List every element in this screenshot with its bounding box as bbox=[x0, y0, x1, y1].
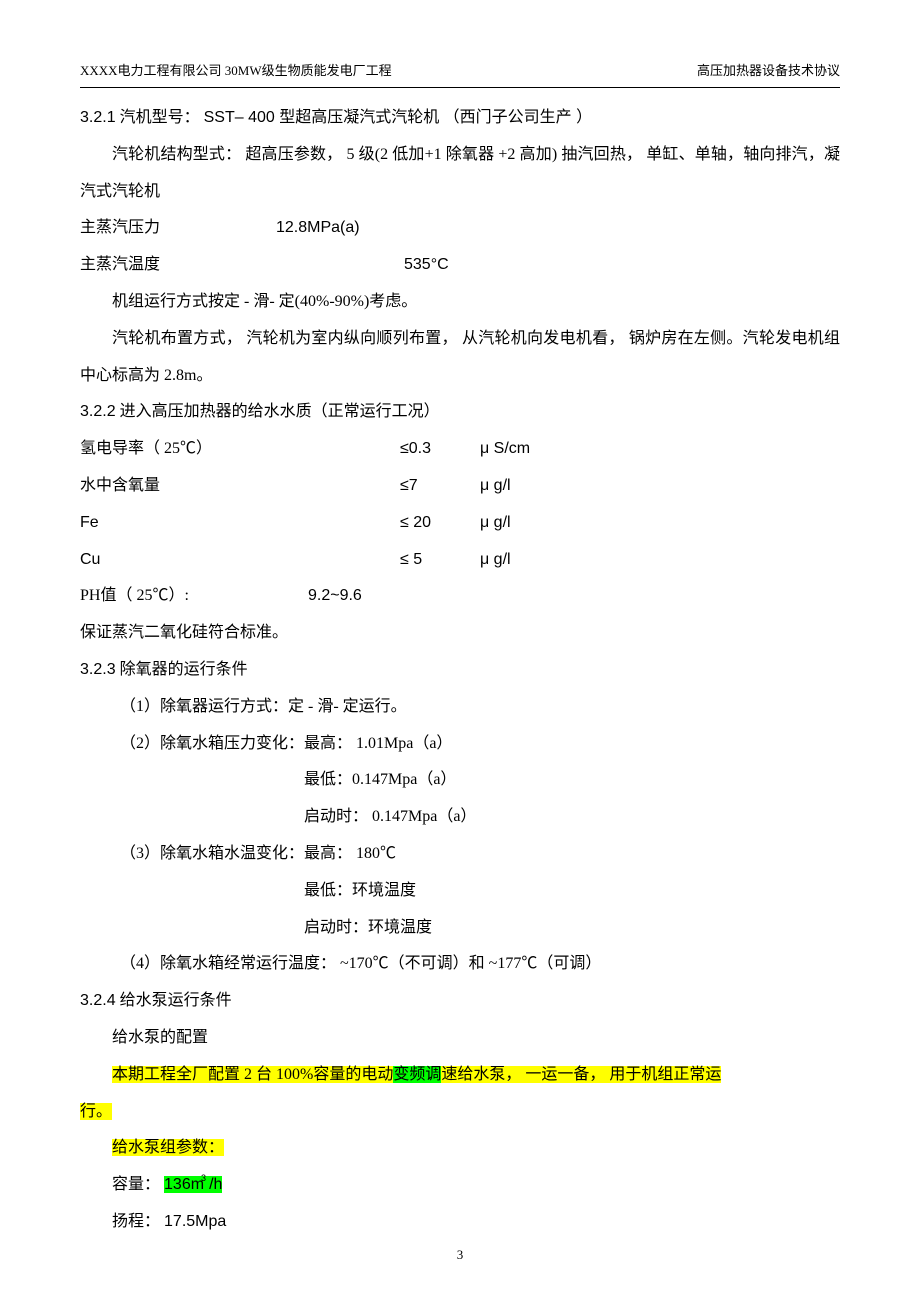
water-param-row: Cu ≤ 5 μ g/l bbox=[80, 542, 840, 579]
label: 扬程： bbox=[112, 1213, 160, 1230]
label: 主蒸汽压力 bbox=[80, 210, 272, 247]
hl-text: 本期工程全厂配置 2 台 100%容量的电动 bbox=[112, 1066, 393, 1083]
unit: μ g/l bbox=[480, 542, 511, 579]
unit: μ g/l bbox=[480, 468, 511, 505]
note: 保证蒸汽二氧化硅符合标准。 bbox=[80, 615, 840, 652]
section-322-heading: 3.2.2 进入高压加热器的给水水质（正常运行工况） bbox=[80, 394, 840, 431]
item: （2）除氧水箱压力变化：最高： 1.01Mpa（a） bbox=[80, 726, 840, 763]
label: Fe bbox=[80, 505, 400, 542]
header-left: XXXX电力工程有限公司 30MW级生物质能发电厂工程 bbox=[80, 60, 392, 79]
water-param-row: 水中含氧量 ≤7 μ g/l bbox=[80, 468, 840, 505]
config-label: 给水泵的配置 bbox=[80, 1020, 840, 1057]
item: （1）除氧器运行方式：定 - 滑- 定运行。 bbox=[80, 689, 840, 726]
op-mode: 机组运行方式按定 - 滑- 定(40%-90%)考虑。 bbox=[80, 284, 840, 321]
ph-row: PH值（ 25℃）: 9.2~9.6 bbox=[80, 578, 840, 615]
document-body: 3.2.1 汽机型号： SST– 400 型超高压凝汽式汽轮机 （西门子公司生产… bbox=[80, 100, 840, 1241]
header-right: 高压加热器设备技术协议 bbox=[697, 60, 840, 79]
highlighted-line-1-cont: 行。 bbox=[80, 1094, 840, 1131]
highlighted-line-2: 给水泵组参数： bbox=[80, 1130, 840, 1167]
item: （3）除氧水箱水温变化：最高： 180℃ bbox=[80, 836, 840, 873]
section-title: 给水泵运行条件 bbox=[120, 992, 232, 1009]
label: Cu bbox=[80, 542, 400, 579]
section-num: 3.2.4 bbox=[80, 992, 116, 1009]
unit: μ g/l bbox=[480, 505, 511, 542]
page-header: XXXX电力工程有限公司 30MW级生物质能发电厂工程 高压加热器设备技术协议 bbox=[80, 60, 840, 88]
model: SST– 400 型超高压凝汽式汽轮机 （西门子公司生产 ） bbox=[204, 109, 593, 126]
value: 12.8MPa(a) bbox=[276, 219, 360, 236]
subitem: 最低：0.147Mpa（a） bbox=[80, 762, 840, 799]
hl-text: 速给水泵， 一运一备， 用于机组正常运 bbox=[441, 1066, 721, 1083]
hl-text: 变频调 bbox=[393, 1066, 441, 1083]
label: 水中含氧量 bbox=[80, 468, 400, 505]
page-number: 3 bbox=[0, 1247, 920, 1263]
label: PH值（ 25℃）: bbox=[80, 578, 304, 615]
item: （4）除氧水箱经常运行温度： ~170℃（不可调）和 ~177℃（可调） bbox=[80, 946, 840, 983]
label: 主蒸汽温度 bbox=[80, 247, 400, 284]
value: 9.2~9.6 bbox=[308, 587, 362, 604]
head-row: 扬程： 17.5Mpa bbox=[80, 1204, 840, 1241]
section-321-heading: 3.2.1 汽机型号： SST– 400 型超高压凝汽式汽轮机 （西门子公司生产… bbox=[80, 100, 840, 137]
label: 氢电导率（ 25℃） bbox=[80, 431, 400, 468]
label: 容量： bbox=[112, 1176, 160, 1193]
layout-text: 汽轮机布置方式， 汽轮机为室内纵向顺列布置， 从汽轮机向发电机看， 锅炉房在左侧… bbox=[80, 321, 840, 395]
value: ≤ 5 bbox=[400, 542, 480, 579]
subitem: 启动时：环境温度 bbox=[80, 910, 840, 947]
section-323-heading: 3.2.3 除氧器的运行条件 bbox=[80, 652, 840, 689]
steam-temp-row: 主蒸汽温度 535°C bbox=[80, 247, 840, 284]
section-num: 3.2.2 bbox=[80, 403, 116, 420]
subitem: 启动时： 0.147Mpa（a） bbox=[80, 799, 840, 836]
section-title: 进入高压加热器的给水水质（正常运行工况） bbox=[120, 403, 440, 420]
section-num: 3.2.1 bbox=[80, 109, 116, 126]
subitem: 最低：环境温度 bbox=[80, 873, 840, 910]
capacity-row: 容量： 136m3/h bbox=[80, 1167, 840, 1204]
section-num: 3.2.3 bbox=[80, 661, 116, 678]
hl-text: 给水泵组参数： bbox=[112, 1139, 224, 1156]
hl-text: 行。 bbox=[80, 1103, 112, 1120]
steam-pressure-row: 主蒸汽压力 12.8MPa(a) bbox=[80, 210, 840, 247]
section-title: 除氧器的运行条件 bbox=[120, 661, 248, 678]
value: 535°C bbox=[404, 256, 449, 273]
struct-text: 汽轮机结构型式： 超高压参数， 5 级(2 低加+1 除氧器 +2 高加) 抽汽… bbox=[80, 137, 840, 211]
highlighted-line-1: 本期工程全厂配置 2 台 100%容量的电动变频调速给水泵， 一运一备， 用于机… bbox=[80, 1057, 840, 1094]
section-324-heading: 3.2.4 给水泵运行条件 bbox=[80, 983, 840, 1020]
value: ≤7 bbox=[400, 468, 480, 505]
section-title: 汽机型号： bbox=[120, 109, 200, 126]
value: 136m3/h bbox=[164, 1176, 222, 1193]
value: ≤ 20 bbox=[400, 505, 480, 542]
water-param-row: Fe ≤ 20 μ g/l bbox=[80, 505, 840, 542]
water-param-row: 氢电导率（ 25℃） ≤0.3 μ S/cm bbox=[80, 431, 840, 468]
unit: μ S/cm bbox=[480, 431, 530, 468]
value: ≤0.3 bbox=[400, 431, 480, 468]
value: 17.5Mpa bbox=[164, 1213, 226, 1230]
